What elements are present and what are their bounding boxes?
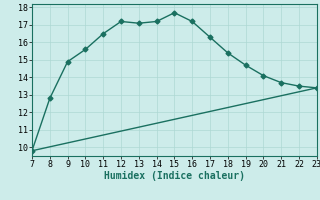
X-axis label: Humidex (Indice chaleur): Humidex (Indice chaleur) [104, 171, 245, 181]
